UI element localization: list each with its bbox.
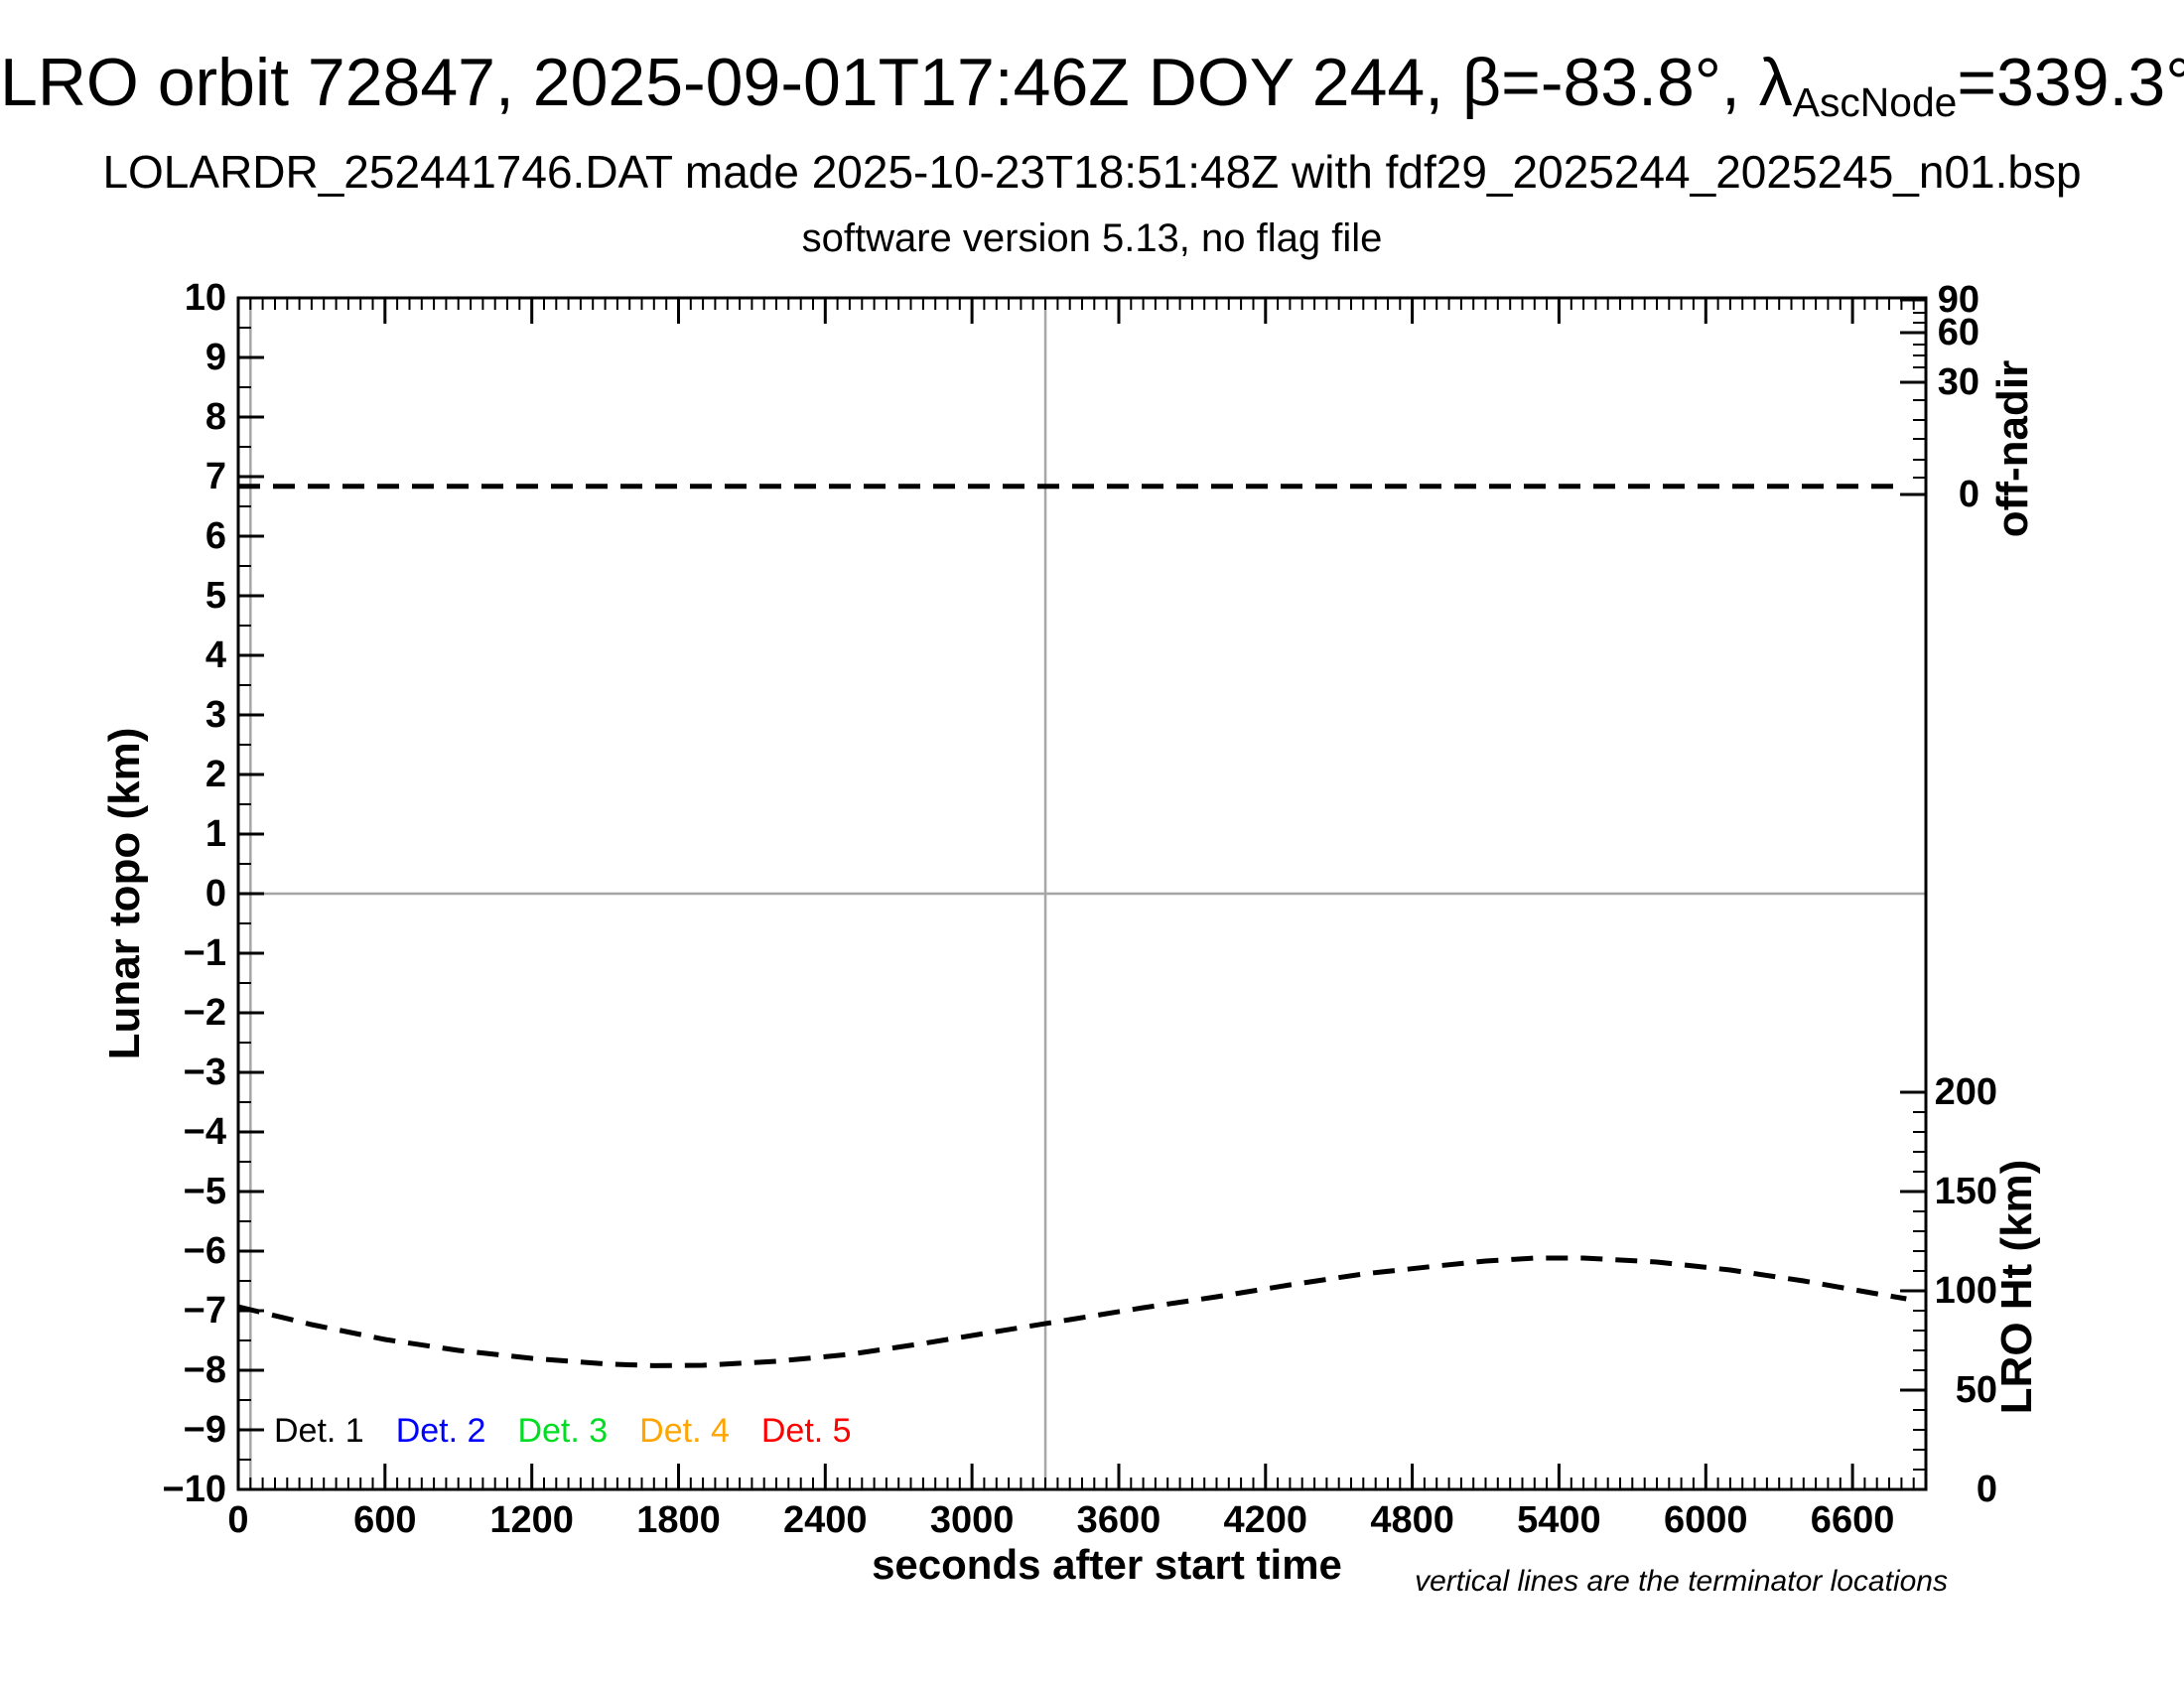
x-tick-label: 3000 [929,1499,1015,1541]
off-nadir-tick-label: 30 [1937,361,1979,403]
legend-item-det-4: Det. 4 [639,1412,730,1450]
x-axis-label: seconds after start time [872,1541,1342,1588]
off-nadir-tick-label: 0 [1958,474,1979,515]
x-tick-label: 6600 [1810,1499,1895,1541]
y-left-tick-label: −3 [183,1052,226,1093]
x-tick-label: 6000 [1663,1499,1748,1541]
title-main: LRO orbit 72847, 2025-09-01T17:46Z DOY 2… [0,45,1793,120]
legend-item-det-1: Det. 1 [274,1412,364,1450]
y-left-tick-label: −6 [183,1230,226,1272]
y-left-tick-label: −9 [183,1409,226,1451]
y-left-tick-label: 3 [205,694,226,736]
title-subscript-ascnode: AscNode [1792,79,1958,126]
terminator-footnote: vertical lines are the terminator locati… [1415,1565,1948,1598]
y-left-tick-label: 4 [205,634,226,676]
x-tick-label: 3600 [1076,1499,1161,1541]
legend-item-det-2: Det. 2 [395,1412,486,1450]
x-tick-label: 4200 [1223,1499,1308,1541]
lro-ht-tick-label: 100 [1934,1270,1997,1312]
y-left-tick-label: 5 [205,575,226,617]
y-left-tick-label: −10 [162,1469,226,1510]
legend-item-det-3: Det. 3 [517,1412,609,1450]
x-tick-label: 2400 [783,1499,868,1541]
y-left-tick-label: 6 [205,515,226,557]
x-tick-label: 1800 [636,1499,721,1541]
minor-ticks [238,298,1927,1489]
subtitle-file-info: LOLARDR_252441746.DAT made 2025-10-23T18… [102,146,2082,198]
y-left-tick-label: −1 [183,932,226,974]
lro-ht-tick-label: 200 [1934,1071,1997,1113]
y-left-tick-label: −8 [183,1349,226,1391]
y-left-tick-label: −5 [183,1171,226,1212]
y-left-tick-label: 2 [205,754,226,795]
off-nadir-tick-label: 60 [1937,312,1979,353]
title-tail: =339.3°E [1957,45,2184,120]
y-left-tick-label: 9 [205,337,226,378]
x-tick-label: 5400 [1517,1499,1601,1541]
lro-ht-tick-label: 150 [1934,1171,1997,1212]
y-left-tick-label: 1 [205,813,226,855]
y-left-tick-label: 8 [205,396,226,438]
y-left-tick-label: 10 [184,277,226,319]
y-left-tick-label: −4 [183,1111,226,1153]
legend-item-det-5: Det. 5 [760,1412,852,1450]
page-title: LRO orbit 72847, 2025-09-01T17:46Z DOY 2… [0,44,2184,125]
subtitle-software-version: software version 5.13, no flag file [801,216,1383,260]
off-nadir-tick-label: 90 [1937,279,1979,321]
lro-ht-tick-label: 50 [1955,1369,1997,1411]
series-LRO-height-above-surface [237,1255,1907,1368]
x-tick-label: 1200 [489,1499,574,1541]
y-left-tick-label: −2 [183,992,226,1034]
x-tick-label: 4800 [1370,1499,1454,1541]
y-left-tick-label: 0 [205,873,226,914]
detector-legend: Det. 1 Det. 2 Det. 3 Det. 4 Det. 5 [274,1412,852,1451]
y-left-tick-label: 7 [205,456,226,497]
x-tick-label: 600 [353,1499,417,1541]
y-left-tick-label: −7 [183,1290,226,1332]
x-tick-label: 0 [227,1499,249,1541]
lro-ht-tick-label: 0 [1976,1469,1997,1510]
